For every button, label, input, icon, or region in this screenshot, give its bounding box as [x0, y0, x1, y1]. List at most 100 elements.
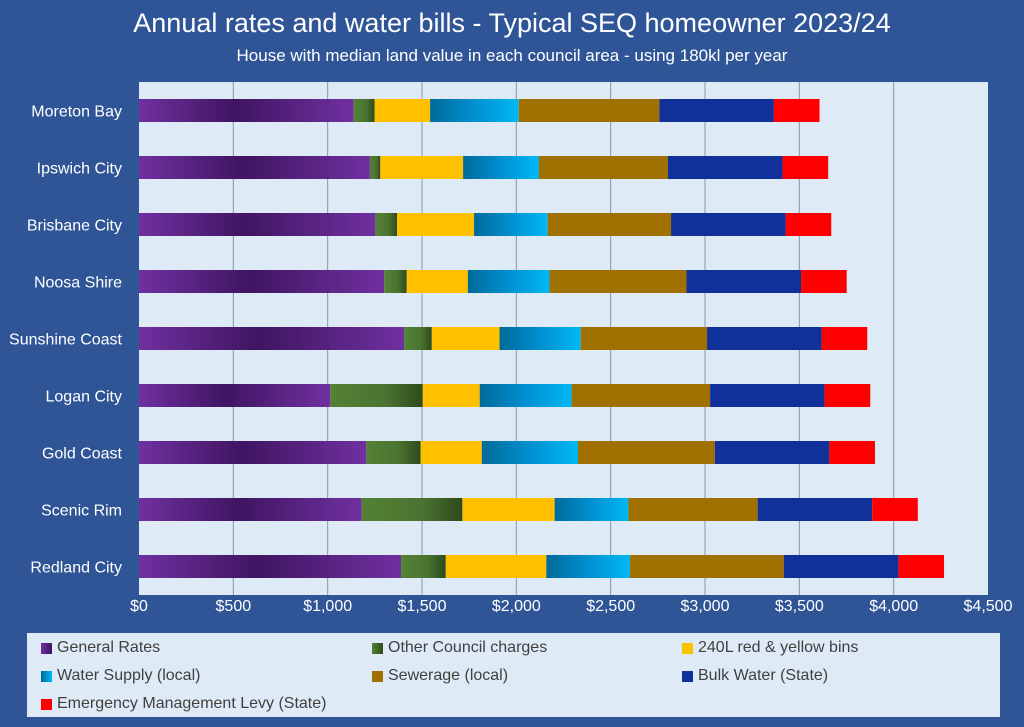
legend-swatch [41, 670, 52, 682]
category-label: Noosa Shire [34, 275, 122, 292]
legend-label: Bulk Water (State) [698, 667, 829, 684]
x-tick-label: $0 [130, 598, 148, 615]
legend-label: Emergency Management Levy (State) [57, 695, 327, 712]
bar-segment [431, 327, 500, 350]
chart-title: Annual rates and water bills - Typical S… [133, 8, 891, 38]
category-label: Brisbane City [27, 218, 122, 235]
bar-segment [479, 384, 572, 407]
legend-item: Water Supply (local) [41, 667, 200, 685]
bar-segment [668, 156, 783, 179]
legend-label: Water Supply (local) [57, 667, 201, 684]
bar-segment [366, 441, 421, 464]
bar-segment [628, 498, 758, 521]
legend-item: Bulk Water (State) [682, 667, 828, 685]
bar-segment [829, 441, 875, 464]
bar-segment [801, 270, 847, 293]
bar-segment [785, 213, 832, 236]
x-tick-label: $1,500 [398, 598, 447, 615]
bar-segment [462, 498, 555, 521]
legend-swatch [372, 670, 383, 682]
bar-segment [139, 156, 370, 179]
bar-segment [375, 213, 398, 236]
bar-segment [821, 327, 868, 350]
bar-segment [139, 498, 362, 521]
category-label: Redland City [30, 560, 122, 577]
bar-segment [686, 270, 802, 293]
x-tick-label: $3,500 [775, 598, 824, 615]
bar-chart: Moreton Bay Ipswich City Brisbane City Noos… [9, 82, 1013, 615]
x-tick-label: $4,500 [964, 598, 1013, 615]
legend: General Rates Other Council charges 240L r… [27, 633, 1000, 717]
category-label: Sunshine Coast [9, 332, 123, 349]
x-tick-label: $4,000 [869, 598, 918, 615]
bar-segment [898, 555, 945, 578]
bar-segment [538, 156, 669, 179]
bar-segment [384, 270, 407, 293]
bar-segment [710, 384, 825, 407]
bar-segment [404, 327, 432, 350]
legend-item: Emergency Management Levy (State) [41, 695, 326, 713]
bar-segment [474, 213, 548, 236]
bar-segment [578, 441, 715, 464]
bar-segment [518, 99, 660, 122]
bar-segment [369, 156, 381, 179]
category-label: Logan City [46, 389, 123, 406]
legend-label: Sewerage (local) [388, 667, 509, 684]
bar-segment [481, 441, 579, 464]
bar-segment [353, 99, 375, 122]
category-label: Moreton Bay [31, 104, 122, 121]
bar-segment [872, 498, 918, 521]
bar-segment [330, 384, 423, 407]
bar-segment [406, 270, 468, 293]
legend-label: General Rates [57, 639, 161, 656]
bar-segment [571, 384, 711, 407]
bar-segment [374, 99, 431, 122]
bar-segment [445, 555, 547, 578]
bar-segment [463, 156, 539, 179]
category-label: Scenic Rim [41, 503, 122, 520]
bar-segment [714, 441, 830, 464]
x-tick-label: $500 [216, 598, 252, 615]
legend-swatch [41, 642, 52, 654]
legend-label: Other Council charges [388, 639, 548, 656]
bar-segment [397, 213, 475, 236]
bar-segment [420, 441, 482, 464]
bar-segment [139, 555, 402, 578]
bar-segment [824, 384, 871, 407]
bar-segment [773, 99, 820, 122]
bar-segment [629, 555, 784, 578]
bar-segment [757, 498, 873, 521]
x-tick-label: $1,000 [303, 598, 352, 615]
legend-swatch [372, 642, 383, 654]
bar-segment [139, 384, 331, 407]
bar-segment [422, 384, 480, 407]
bar-segment [707, 327, 822, 350]
x-tick-label: $2,000 [492, 598, 541, 615]
bar-segment [671, 213, 786, 236]
bar-segment [546, 555, 630, 578]
bar-segment [499, 327, 581, 350]
bar-segment [782, 156, 829, 179]
bar-segment [783, 555, 899, 578]
bar-segment [401, 555, 446, 578]
bar-segment [659, 99, 774, 122]
chart-subtitle: House with median land value in each cou… [236, 46, 788, 65]
bar-segment [139, 441, 367, 464]
legend-swatch [682, 670, 693, 682]
bar-segment [139, 213, 376, 236]
bar-segment [549, 270, 687, 293]
legend-item: Sewerage (local) [372, 667, 508, 685]
bar-segment [139, 99, 354, 122]
legend-swatch [682, 642, 693, 654]
x-tick-label: $2,500 [586, 598, 635, 615]
legend-item: 240L red & yellow bins [682, 639, 858, 657]
category-label: Gold Coast [42, 446, 123, 463]
x-tick-label: $3,000 [681, 598, 730, 615]
bar-segment [139, 270, 385, 293]
legend-item: General Rates [41, 639, 160, 657]
bar-segment [547, 213, 672, 236]
legend-label: 240L red & yellow bins [698, 639, 859, 656]
legend-swatch [41, 698, 52, 710]
bar-segment [554, 498, 629, 521]
bar-segment [380, 156, 464, 179]
